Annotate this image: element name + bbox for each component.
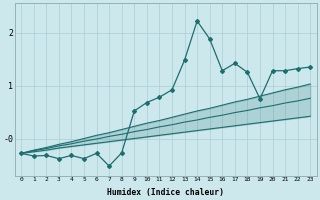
X-axis label: Humidex (Indice chaleur): Humidex (Indice chaleur): [107, 188, 224, 197]
